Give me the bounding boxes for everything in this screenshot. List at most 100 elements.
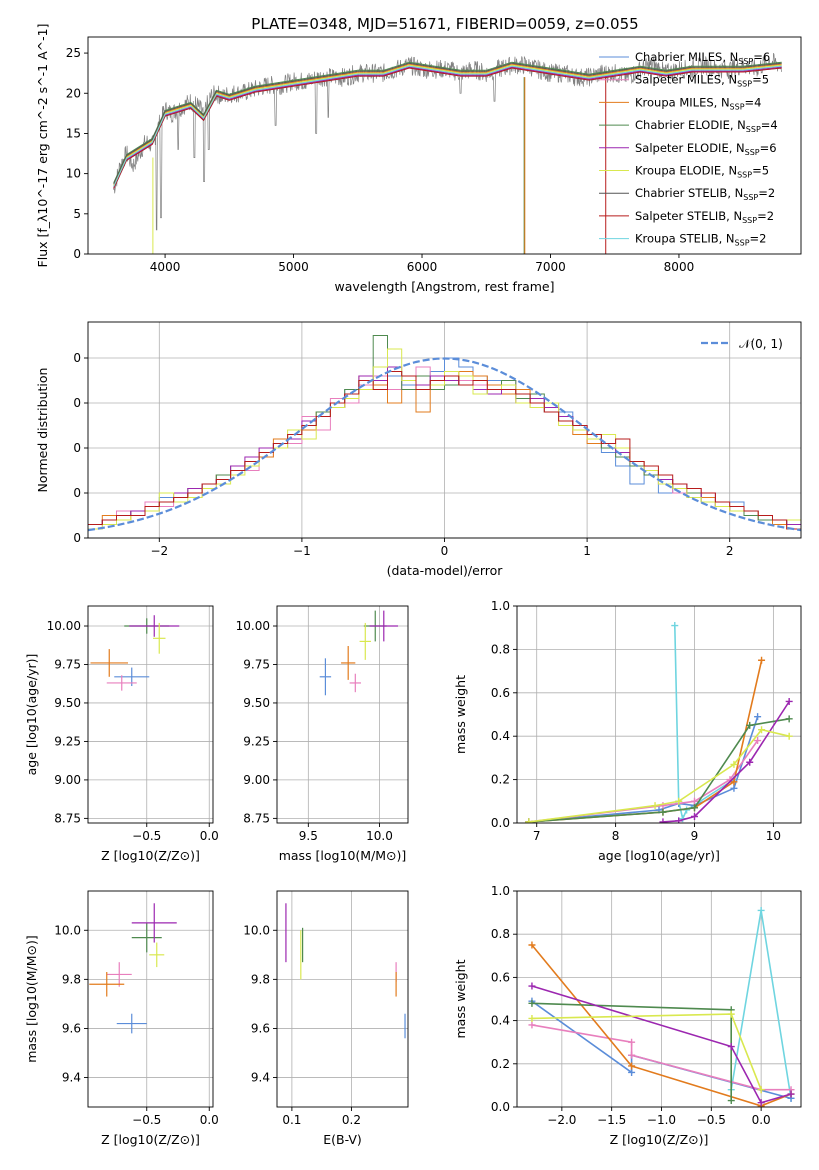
y-tick-label: 5 [73,207,81,221]
legend-entry: Chabrier ELODIE, NSSP=4 [635,118,778,134]
plot-area [525,622,793,823]
axes-frame [276,605,409,824]
legend-n: =2 [757,209,774,223]
y-tick-label: 10.00 [47,619,81,633]
weight-series [528,660,763,823]
y-tick-label: 9.00 [243,773,270,787]
legend-subscript: SSP [737,80,752,89]
y-tick-label: 0.2 [491,773,510,787]
y-tick-label: 20 [66,86,81,100]
weight-series [674,625,735,822]
weight-marker [758,726,766,734]
weight-marker [730,778,738,786]
legend-subscript: SSP [742,216,757,225]
y-axis-label: Flux [f_λ10^-17 erg cm^-2 s^-1 A^-1] [35,24,50,268]
y-tick-label: 1.0 [491,599,510,613]
weight-marker [675,797,683,805]
y-axis-label: Normed distribution [35,368,50,493]
legend-subscript: SSP [743,193,758,202]
legend-n: =2 [750,232,767,246]
y-tick-label: 9.00 [54,773,81,787]
legend-label: Salpeter MILES, N [635,73,737,87]
legend-entry: Salpeter ELODIE, NSSP=6 [635,141,777,157]
weight-marker [628,1068,636,1076]
y-tick-label: 9.8 [251,972,270,986]
x-tick-label: 0.2 [342,1113,361,1127]
legend-n: =2 [758,186,775,200]
legend-label: Kroupa MILES, N [635,95,730,109]
y-tick-label: 9.4 [251,1071,270,1085]
model-spectrum [113,64,782,186]
weight-marker [785,732,793,740]
legend-n: =6 [760,141,777,155]
model-spectrum [113,67,782,189]
x-axis-label: Z [log10(Z/Z⊙)] [101,848,200,863]
weight-marker [659,818,667,823]
axes-frame [87,605,214,824]
weight-marker [525,818,533,823]
y-axis-label: mass weight [453,959,468,1038]
legend-label: Kroupa STELIB, N [635,232,735,246]
x-tick-label: 9.5 [299,829,318,843]
weight-marker [785,697,793,705]
weight-marker [651,802,659,810]
y-tick-label: 10.0 [243,923,270,937]
x-tick-label: −1.5 [597,1113,626,1127]
weight-marker [659,802,667,810]
weight-marker [659,808,667,816]
legend-entry: Kroupa MILES, NSSP=4 [635,95,761,111]
y-tick-label: 9.75 [243,657,270,671]
x-tick-label: −2.0 [547,1113,576,1127]
plot-area [89,903,177,1034]
legend-subscript: SSP [730,102,745,111]
y-tick-label: 9.6 [251,1021,270,1035]
x-tick-label: 0.0 [752,1113,771,1127]
plot-area [90,615,180,691]
y-tick-label: 9.50 [243,696,270,710]
legend-n: =4 [745,95,762,109]
y-tick-label: 15 [66,126,81,140]
x-tick-label: −1 [293,544,311,558]
legend-subscript: SSP [735,239,750,248]
weight-marker [727,1010,735,1018]
plot-area [88,335,801,532]
weight-marker [528,1014,536,1022]
x-tick-label: 0.0 [200,829,219,843]
plot-area [113,52,783,254]
chart-weight-vs-Z: −2.0 −1.5 −1.0 −0.5 0.0 0.0 0.2 0.4 0.6 0.8 1.0 Z [… [453,884,802,1147]
y-tick-label: 0 [73,486,81,500]
histogram-series [88,371,801,530]
y-tick-label: 0 [73,441,81,455]
x-tick-label: 2 [726,544,734,558]
weight-marker [675,817,683,823]
x-axis-label: age [log10(age/yr)] [598,848,720,863]
weight-marker [787,1090,795,1098]
legend-label: Chabrier ELODIE, N [635,118,746,132]
y-tick-label: 8.75 [243,811,270,825]
model-spectrum [113,65,782,187]
y-tick-label: 0.0 [491,816,510,830]
model-spectrum [113,66,782,188]
histogram-series [88,348,801,530]
legend-label: Salpeter ELODIE, N [635,141,745,155]
legend-label: 𝒩(0, 1) [739,337,783,351]
model-spectrum [113,61,782,184]
y-tick-label: 10.0 [54,923,81,937]
plot-area [319,610,399,696]
x-tick-label: 9 [691,829,699,843]
x-tick-label: 4000 [150,260,181,274]
y-tick-label: 9.75 [54,657,81,671]
y-tick-label: 0.0 [491,1100,510,1114]
legend-entry: Salpeter MILES, NSSP=5 [635,73,769,89]
weight-marker [727,1043,735,1051]
x-tick-label: 7000 [535,260,566,274]
axes-frame [516,605,802,824]
y-tick-label: 1.0 [491,884,510,898]
plot-area [528,906,795,1107]
weight-marker [528,999,536,1007]
legend-label: Salpeter STELIB, N [635,209,742,223]
y-tick-label: 9.8 [62,972,81,986]
x-tick-label: 0.0 [200,1113,219,1127]
legend-label: Kroupa ELODIE, N [635,164,737,178]
